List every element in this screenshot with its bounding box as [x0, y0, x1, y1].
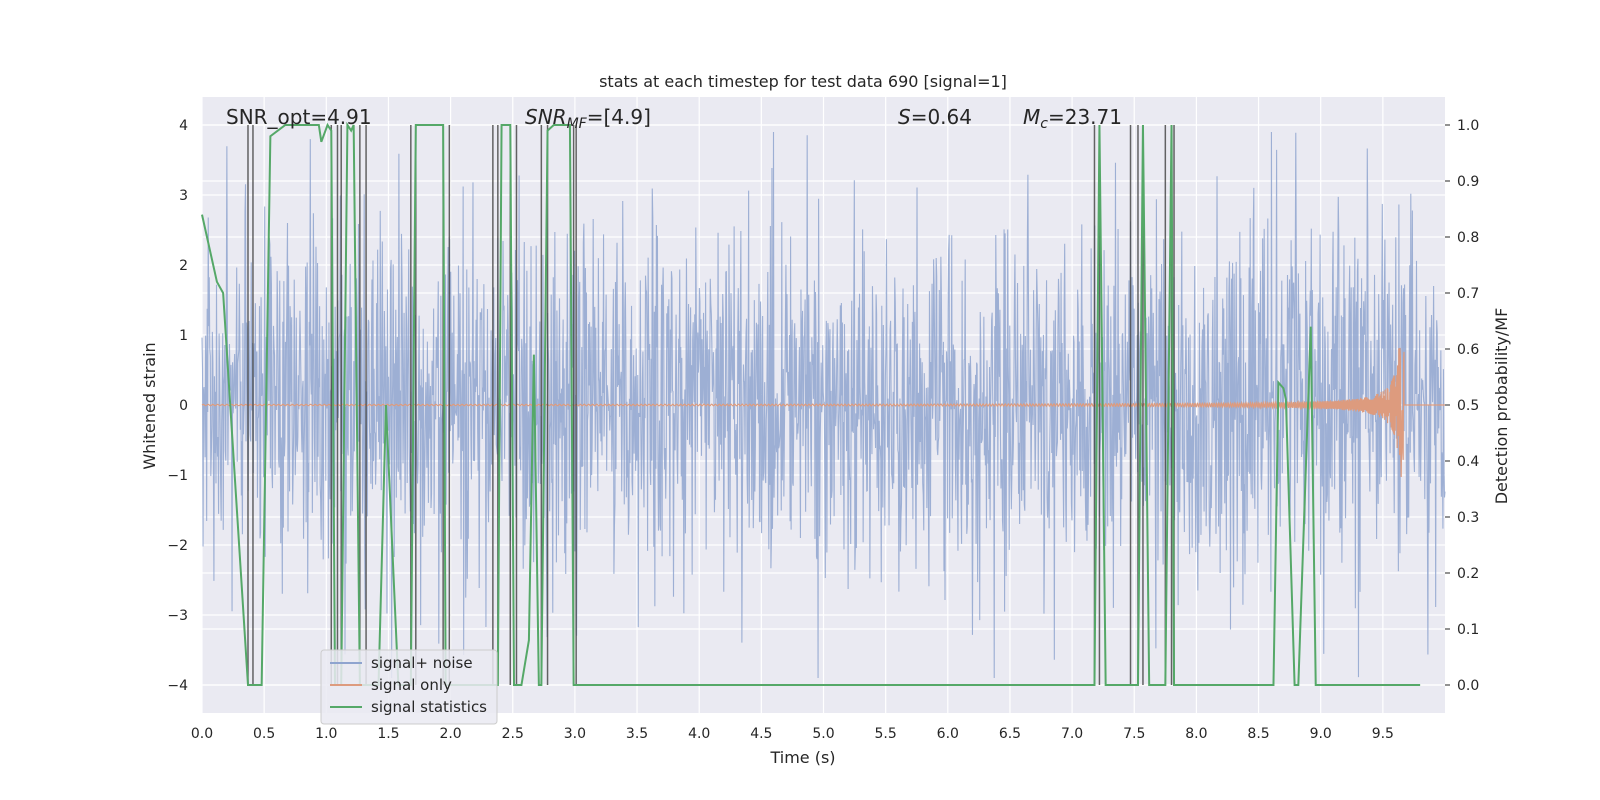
y2-tick-label: 0.3: [1457, 510, 1479, 526]
y2-tick-label: 0.1: [1457, 622, 1479, 638]
y2-tick-label: 0.0: [1457, 678, 1479, 694]
annotation-mc-sub: c: [1040, 116, 1048, 132]
x-tick-label: 0.5: [253, 726, 275, 742]
legend: signal+ noise signal only signal statist…: [320, 649, 498, 725]
x-tick-label: 1.5: [377, 726, 399, 742]
y2-tick-label: 1.0: [1457, 118, 1479, 134]
x-tick-label: 7.5: [1123, 726, 1145, 742]
y-axis-ticks: −4 −3 −2 −1 0 1 2 3 4: [167, 118, 188, 694]
y-tick-label: 2: [179, 258, 188, 274]
x-tick-label: 5.0: [812, 726, 834, 742]
y-tick-label: 0: [179, 398, 188, 414]
series-signal-statistics: [201, 121, 1421, 686]
annotation-mc-value: =23.71: [1048, 105, 1122, 129]
y-tick-label: 4: [179, 118, 188, 134]
x-tick-label: 2.0: [439, 726, 461, 742]
legend-label-noise: signal+ noise: [371, 654, 473, 672]
y-tick-label: 3: [179, 188, 188, 204]
x-tick-label: 2.5: [502, 726, 524, 742]
annotation-s-symbol: S: [898, 105, 911, 129]
annotation-snr-mf-rest: =[4.9]: [587, 105, 651, 129]
x-tick-label: 3.0: [564, 726, 586, 742]
legend-box: [320, 649, 498, 725]
y-tick-label: −4: [167, 678, 188, 694]
annotation-s: S=0.64: [898, 105, 972, 129]
x-tick-label: 6.5: [999, 726, 1021, 742]
x-tick-label: 9.0: [1310, 726, 1332, 742]
series-signal-only: [201, 347, 1445, 477]
x-tick-label: 4.5: [750, 726, 772, 742]
y-tick-label: 1: [179, 328, 188, 344]
y2-tick-label: 0.6: [1457, 342, 1479, 358]
annotation-mc-base: M: [1023, 105, 1040, 129]
y2-tick-label: 0.2: [1457, 566, 1479, 582]
annotation-s-value: =0.64: [911, 105, 972, 129]
x-tick-label: 0.0: [191, 726, 213, 742]
signal-statistics-line: [201, 121, 1421, 686]
y2-tick-label: 0.9: [1457, 174, 1479, 190]
y-axis-label: Whitened strain: [140, 342, 159, 469]
x-tick-label: 8.5: [1247, 726, 1269, 742]
x-tick-label: 5.5: [875, 726, 897, 742]
noise-line: [201, 131, 1446, 679]
legend-label-stats: signal statistics: [371, 698, 487, 716]
y2-axis-ticks: 0.0 0.1 0.2 0.3 0.4 0.5 0.6 0.7 0.8 0.9 1.0: [1445, 118, 1479, 694]
y2-tick-label: 0.5: [1457, 398, 1479, 414]
annotation-snr-mf-base: SNR: [525, 105, 567, 129]
annotation-snr-mf: SNRMF=[4.9]: [525, 105, 651, 132]
y-tick-label: −3: [167, 608, 188, 624]
x-tick-label: 7.0: [1061, 726, 1083, 742]
y2-tick-label: 0.7: [1457, 286, 1479, 302]
y-tick-label: −2: [167, 538, 188, 554]
x-tick-label: 9.5: [1372, 726, 1394, 742]
x-axis-ticks: 0.0 0.5 1.0 1.5 2.0 2.5 3.0 3.5 4.0 4.5 5.0 5.5 6.0 6…: [191, 726, 1394, 742]
x-tick-label: 3.5: [626, 726, 648, 742]
x-tick-label: 6.0: [937, 726, 959, 742]
annotation-snr-mf-sub: MF: [567, 116, 588, 132]
signal-only-line: [201, 347, 1445, 477]
annotation-snr-opt: SNR_opt=4.91: [226, 105, 372, 129]
x-tick-label: 8.0: [1185, 726, 1207, 742]
annotation-mc: Mc=23.71: [1023, 105, 1122, 132]
chart-title: stats at each timestep for test data 690…: [599, 72, 1007, 91]
x-tick-label: 1.0: [315, 726, 337, 742]
series-signal-plus-noise: [201, 131, 1446, 679]
y2-axis-label: Detection probability/MF: [1492, 308, 1511, 505]
y2-tick-label: 0.4: [1457, 454, 1479, 470]
y2-tick-label: 0.8: [1457, 230, 1479, 246]
y-tick-label: −1: [167, 468, 188, 484]
x-tick-label: 4.0: [688, 726, 710, 742]
legend-label-signal: signal only: [371, 676, 452, 694]
x-axis-label: Time (s): [769, 748, 835, 767]
